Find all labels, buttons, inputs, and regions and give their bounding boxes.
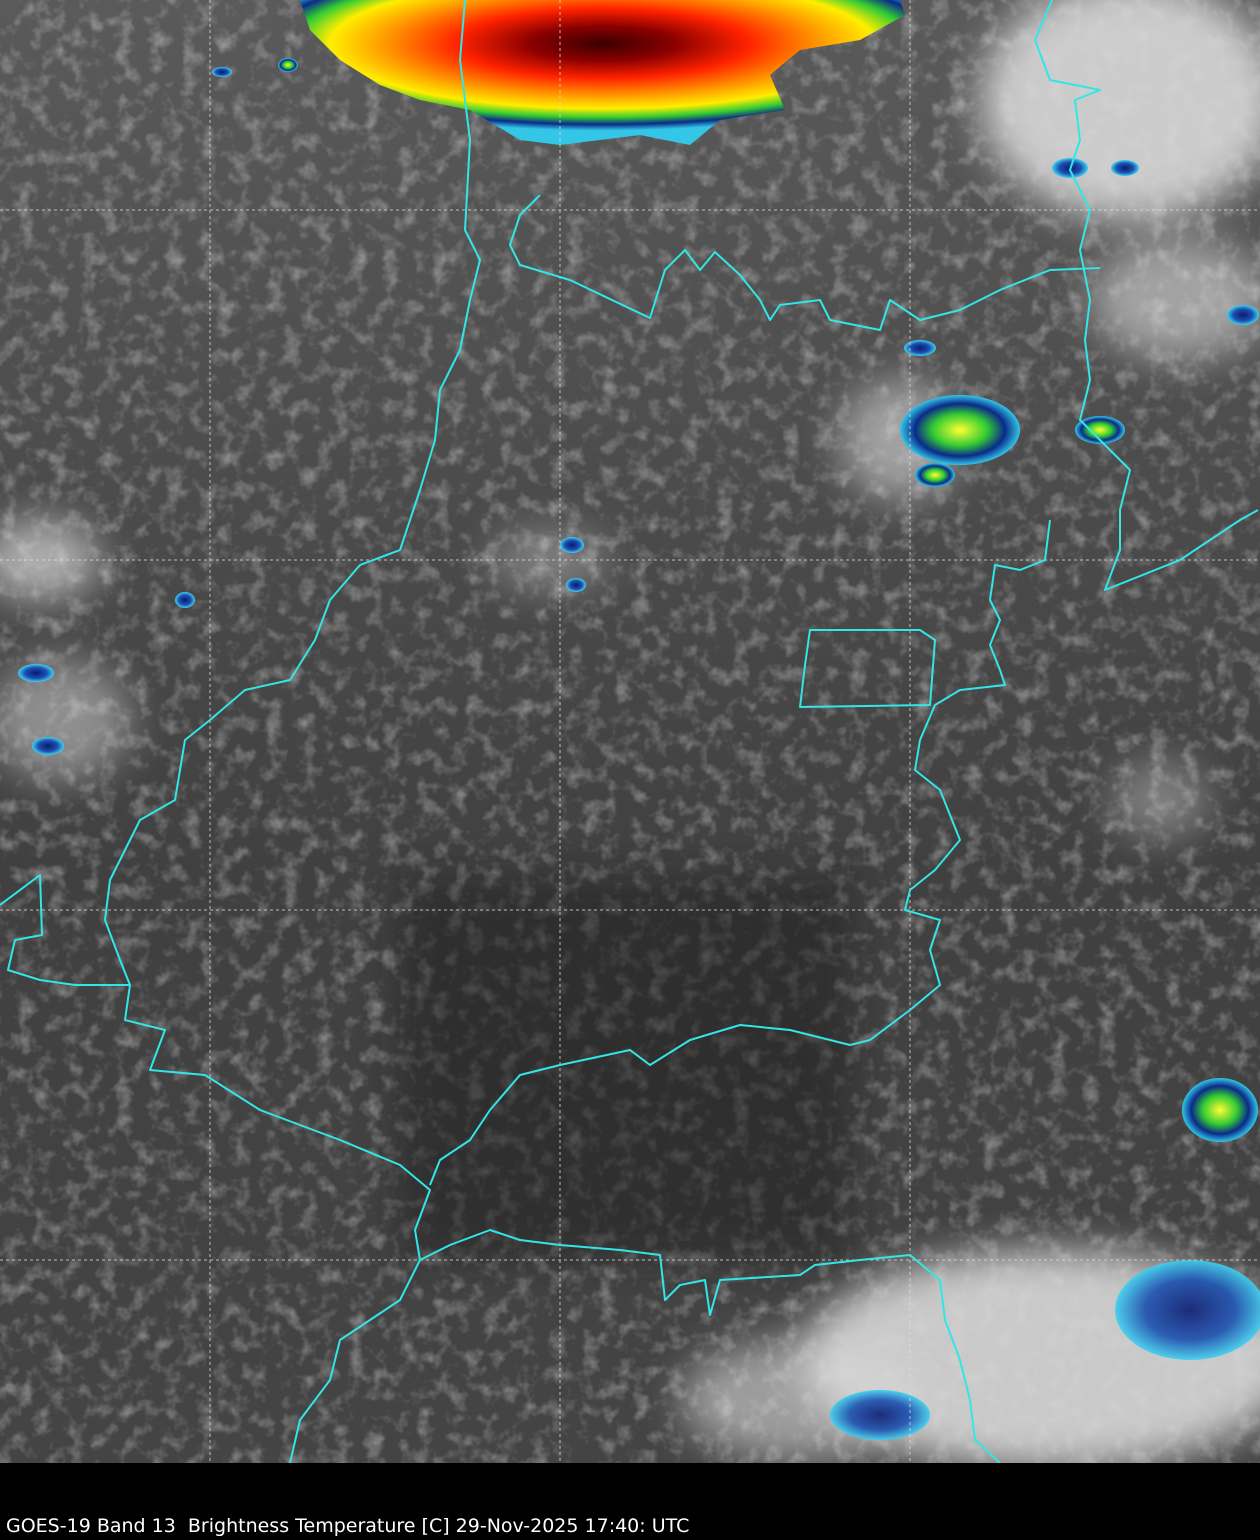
cold-cloud [1111,160,1139,176]
cold-cloud [560,537,584,553]
border-line [0,874,130,986]
district-border [799,629,936,708]
cold-cloud [175,592,195,608]
cold-cloud [32,737,64,755]
border-line [429,519,1051,1186]
convective-cell [1182,1078,1258,1142]
convective-cell [1075,416,1125,444]
cold-cloud [1115,1260,1260,1360]
cold-cloud [1227,305,1259,325]
cold-cloud-tops [18,0,1260,1440]
cold-cloud [18,664,54,682]
lat-lon-grid [0,0,1260,1463]
image-caption: GOES-19 Band 13 Brightness Temperature [… [6,1515,690,1537]
storm-cluster-north [300,0,905,145]
border-line [104,0,481,1463]
cold-cloud [566,578,586,592]
cold-cloud [212,67,232,77]
border-line [419,1229,1001,1463]
convective-cell [915,463,955,487]
cold-cloud [278,58,298,72]
state-borders [0,0,1259,1463]
convective-cell [900,395,1020,465]
cold-cloud [904,340,936,356]
dark-basin [400,880,850,1260]
cold-cloud [830,1390,930,1440]
satellite-map [0,0,1260,1463]
border-line [1034,0,1259,591]
border-line [509,194,1101,331]
